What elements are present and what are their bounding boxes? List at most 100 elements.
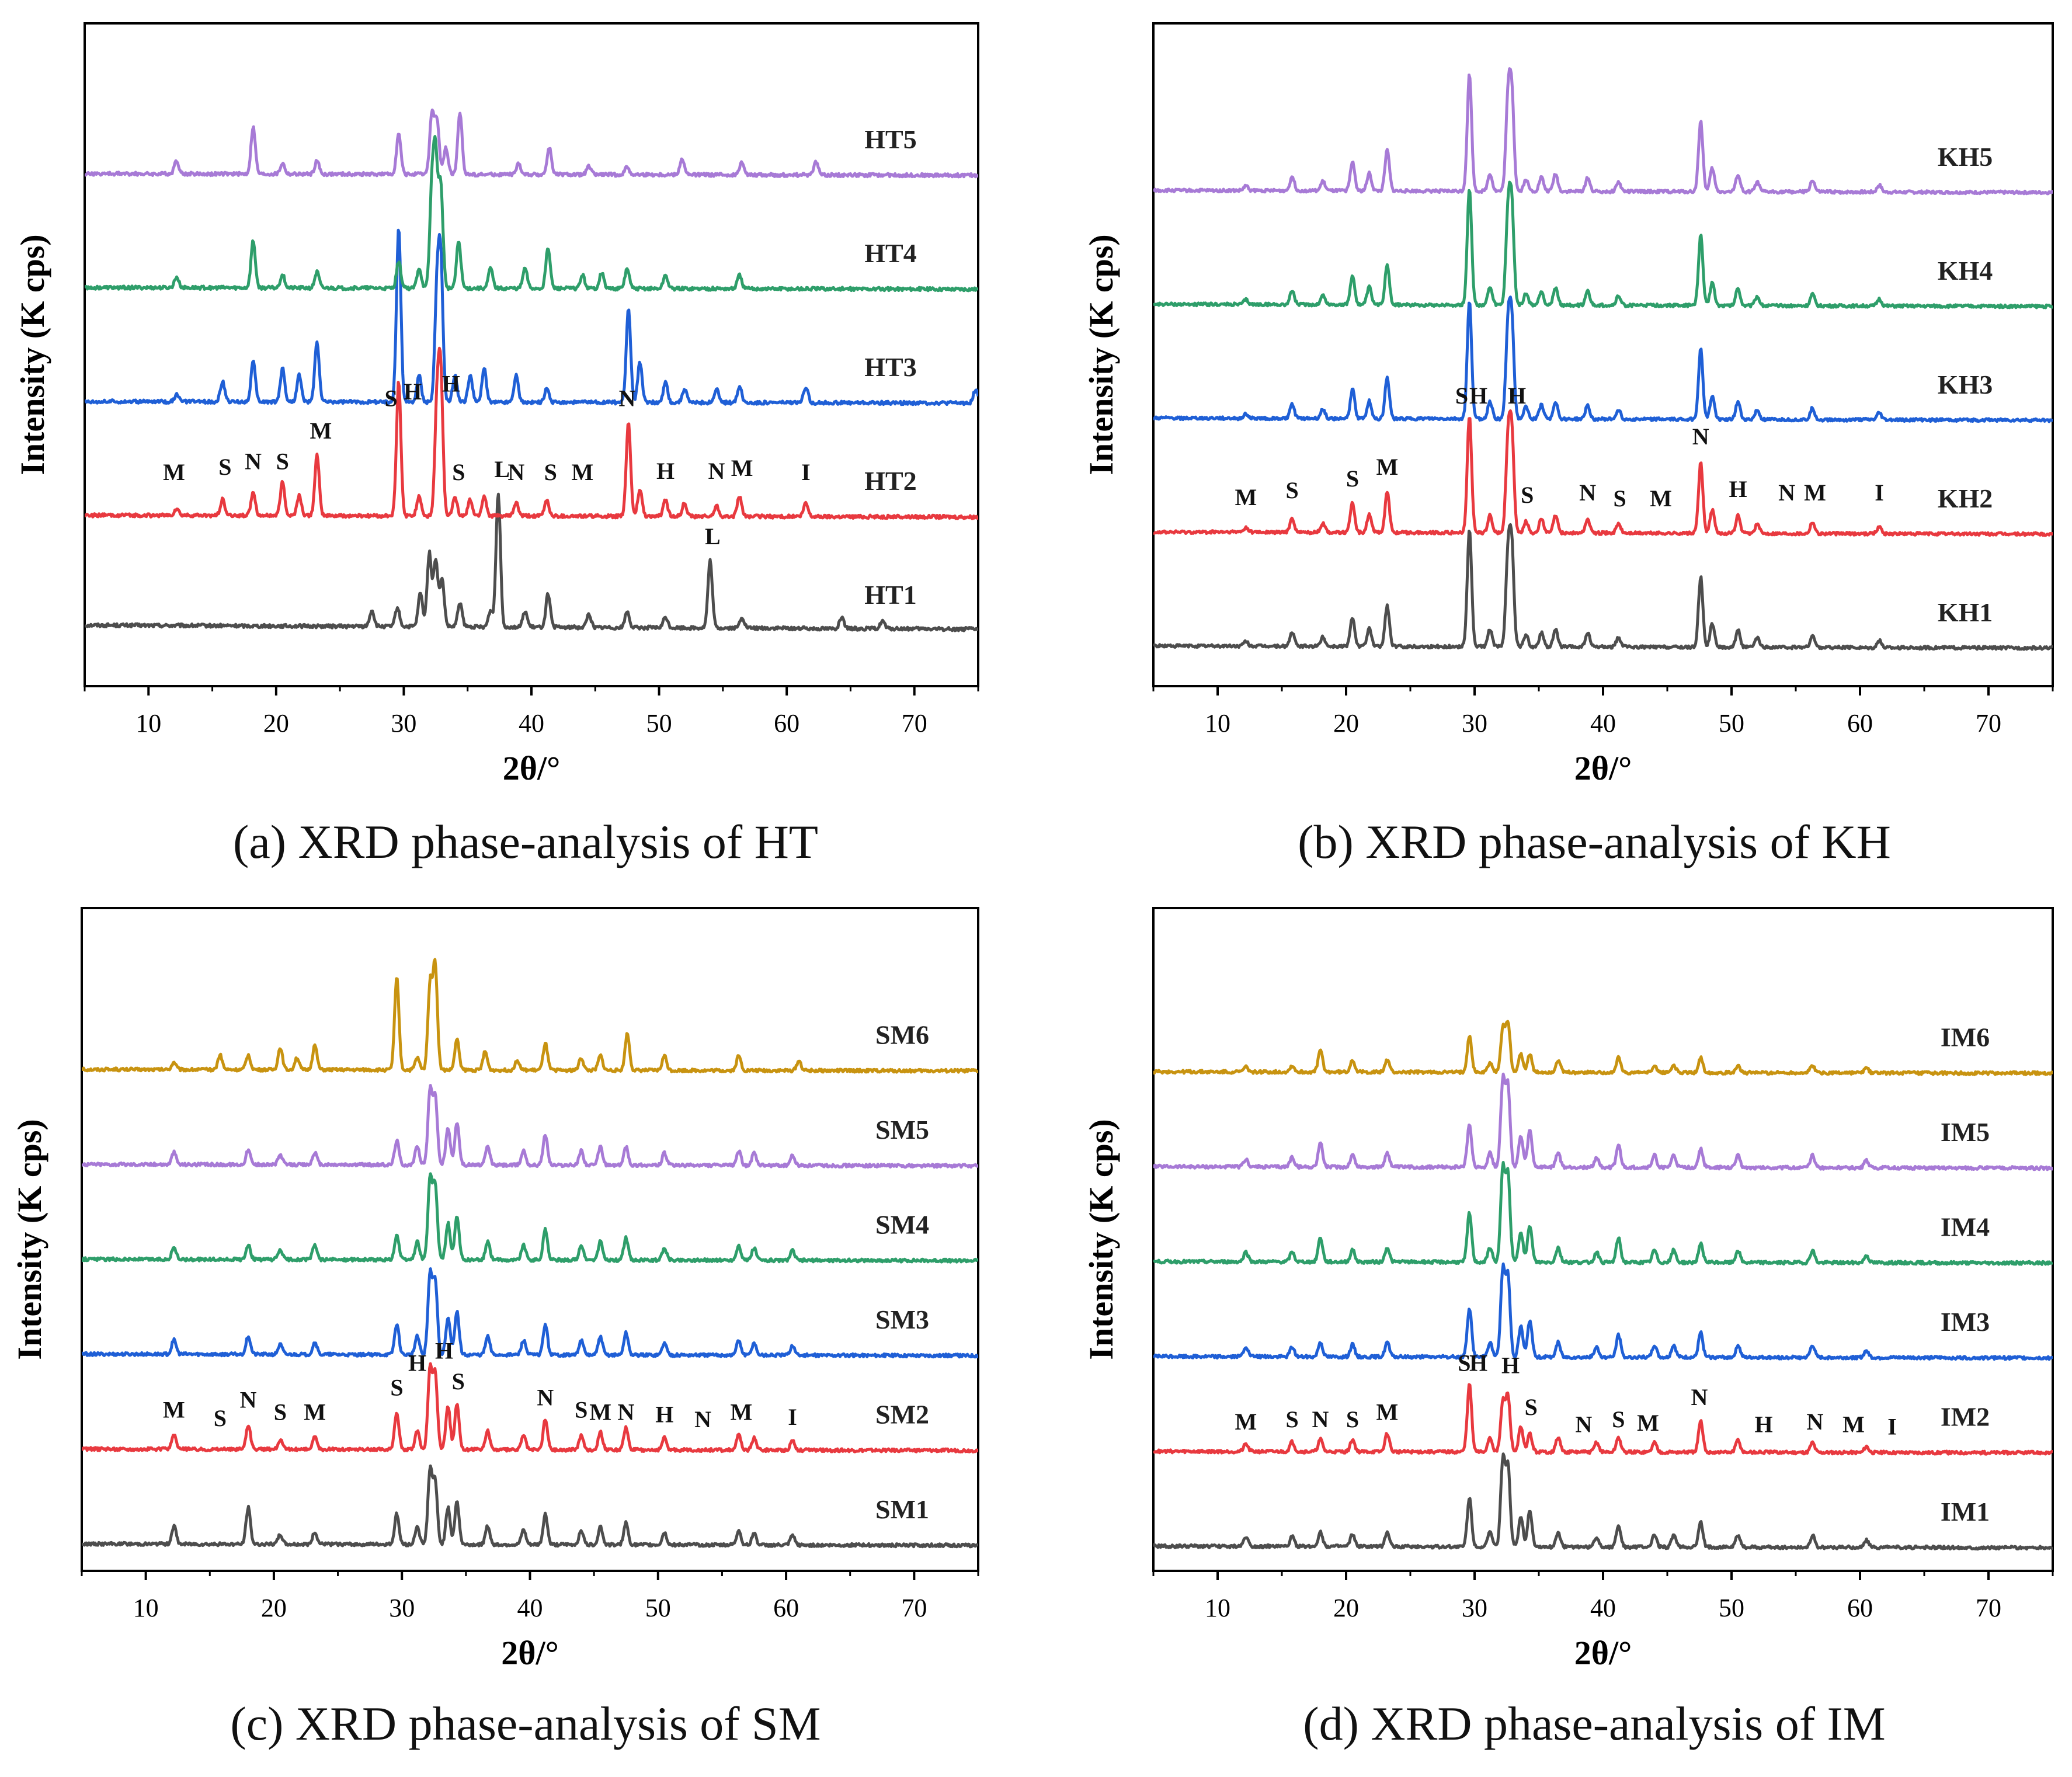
phase-annotation: S <box>1346 1406 1359 1432</box>
phase-annotation: L <box>705 523 721 550</box>
series-label: SM5 <box>875 1115 929 1145</box>
phase-annotation: N <box>537 1384 554 1410</box>
plot-frame <box>1152 907 2054 1572</box>
phase-annotation: S <box>1346 465 1359 492</box>
series-line-KH3 <box>1153 295 2053 423</box>
series-line-HT5 <box>85 108 978 179</box>
phase-annotation: M <box>731 455 753 481</box>
series-label: IM4 <box>1941 1212 1990 1242</box>
phase-annotation: H <box>1729 476 1747 502</box>
phase-annotation: N <box>1778 479 1795 506</box>
series-line-HT1 <box>85 492 978 632</box>
x-tick-label: 70 <box>1976 1594 2001 1622</box>
phase-annotation: H <box>1501 1352 1520 1379</box>
phase-annotation: L <box>494 456 510 482</box>
caption-b: (b) XRD phase-analysis of KH <box>1298 815 1891 868</box>
series-line-HT3 <box>85 228 978 406</box>
x-tick-label: 40 <box>1590 1594 1616 1622</box>
x-tick-label: 10 <box>1205 1594 1230 1622</box>
phase-annotation: I <box>801 459 811 485</box>
x-tick-label: 30 <box>391 709 416 738</box>
series-line-HT4 <box>85 135 978 293</box>
phase-annotation: S <box>384 385 397 412</box>
phase-annotation: H <box>1754 1411 1772 1437</box>
y-axis-label: Intensity (K cps) <box>1082 1119 1120 1359</box>
x-tick-label: 50 <box>646 709 672 738</box>
series-label: HT2 <box>864 466 916 496</box>
phase-annotation: N <box>1312 1406 1329 1432</box>
x-tick-label: 30 <box>1462 709 1487 738</box>
x-tick-label: 40 <box>1590 709 1616 738</box>
series-label: HT5 <box>864 124 916 154</box>
phase-annotation: S <box>390 1375 403 1401</box>
phase-annotation: S <box>575 1396 587 1423</box>
series-label: KH4 <box>1938 256 1993 286</box>
phase-annotation: N <box>618 1399 635 1425</box>
phase-annotation: M <box>1376 454 1399 480</box>
phase-annotation: N <box>1579 479 1596 506</box>
phase-annotation: S <box>1285 1406 1298 1432</box>
x-tick-label: 30 <box>389 1594 415 1622</box>
x-tick-label: 50 <box>1719 709 1744 738</box>
x-tick-label: 50 <box>645 1594 671 1622</box>
series-label: KH5 <box>1938 142 1993 172</box>
phase-annotation: M <box>163 1396 185 1423</box>
series-label: SM4 <box>875 1210 929 1240</box>
phase-annotation: H <box>435 1338 453 1364</box>
phase-annotation: N <box>1576 1411 1593 1437</box>
phase-annotation: S <box>214 1405 227 1431</box>
series-label: HT1 <box>864 580 916 610</box>
y-axis-label: Intensity (K cps) <box>13 234 51 475</box>
y-axis-label: Intensity (K cps) <box>11 1119 48 1359</box>
series-label: HT4 <box>864 238 916 268</box>
phase-annotation: H <box>1508 382 1526 409</box>
x-tick-label: 70 <box>902 709 927 738</box>
phase-annotation: S <box>1458 1350 1470 1376</box>
panel-a: 10 20 30 40 50 60 70 2θ/° Intensity (K cps) HT1 HT… <box>13 22 979 787</box>
x-tick-label: 20 <box>261 1594 287 1622</box>
phase-annotation: H <box>404 378 422 405</box>
series-line-IM1 <box>1153 1452 2053 1551</box>
x-tick-label: 60 <box>773 1594 799 1622</box>
phase-annotation: I <box>1875 479 1884 506</box>
series-line-SM6 <box>82 958 978 1074</box>
phase-annotation: N <box>1692 423 1709 450</box>
caption-c: (c) XRD phase-analysis of SM <box>230 1697 821 1750</box>
phase-annotation: N <box>708 458 725 484</box>
x-axis-label: 2θ/° <box>503 749 561 787</box>
series-label: SM1 <box>875 1494 929 1524</box>
plot-frame <box>1152 22 2054 687</box>
phase-annotation: N <box>1691 1384 1708 1410</box>
series-label: IM6 <box>1941 1023 1990 1052</box>
series-line-KH2 <box>1153 409 2053 537</box>
phase-annotation: N <box>507 459 524 485</box>
x-tick-label: 50 <box>1719 1594 1744 1622</box>
phase-annotation: S <box>1285 477 1298 503</box>
phase-annotation: M <box>163 459 185 485</box>
phase-annotation: H <box>408 1350 426 1376</box>
series-line-SM5 <box>82 1084 978 1169</box>
panel-b: 10 20 30 40 50 60 70 2θ/° Intensity (K cps) KH1 KH… <box>1082 22 2054 787</box>
phase-annotation: M <box>1235 1409 1257 1435</box>
phase-annotation: H <box>1469 382 1487 409</box>
series-line-IM3 <box>1153 1262 2053 1361</box>
series-line-SM3 <box>82 1267 978 1359</box>
caption-a: (a) XRD phase-analysis of HT <box>233 815 818 868</box>
phase-annotation: M <box>1842 1411 1865 1437</box>
x-tick-label: 20 <box>1333 1594 1359 1622</box>
phase-annotation: S <box>1613 485 1626 512</box>
phase-annotation: N <box>618 385 635 412</box>
phase-annotation: N <box>694 1406 711 1432</box>
phase-annotation: M <box>1650 485 1672 512</box>
series-label: SM6 <box>875 1020 929 1050</box>
phase-annotation: S <box>276 448 289 475</box>
plot-frame <box>81 907 979 1572</box>
series-line-KH4 <box>1153 180 2053 310</box>
series-label: SM3 <box>875 1305 929 1334</box>
phase-annotation: S <box>452 1368 465 1395</box>
phase-annotation: S <box>218 454 231 480</box>
series-label: IM2 <box>1941 1402 1990 1432</box>
